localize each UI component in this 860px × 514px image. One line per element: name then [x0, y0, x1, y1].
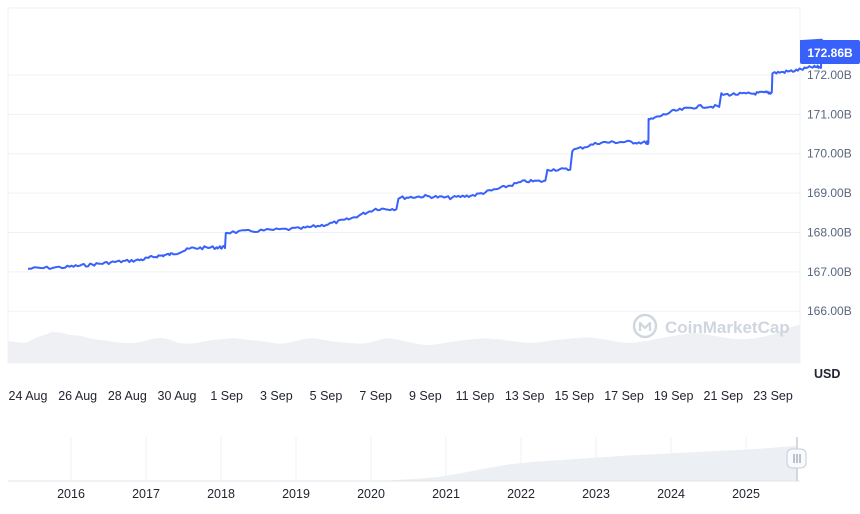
navigator-year-label: 2020	[357, 487, 385, 501]
x-tick-label: 13 Sep	[505, 389, 545, 403]
y-tick-label: 168.00B	[807, 225, 852, 239]
range-navigator[interactable]: 2016 2017 2018 2019 2020 2021 2022 2023 2024 2025	[8, 437, 807, 501]
y-tick-label: 169.00B	[807, 186, 852, 200]
x-tick-label: 28 Aug	[108, 389, 147, 403]
x-tick-label: 7 Sep	[359, 389, 392, 403]
navigator-year-label: 2016	[57, 487, 85, 501]
x-tick-label: 11 Sep	[456, 389, 495, 403]
y-axis-unit: USD	[814, 367, 840, 381]
y-tick-label: 171.00B	[807, 107, 852, 121]
x-tick-label: 30 Aug	[158, 389, 197, 403]
volume-area	[8, 324, 800, 363]
navigator-year-label: 2017	[132, 487, 160, 501]
navigator-year-label: 2023	[582, 487, 610, 501]
navigator-year-label: 2018	[207, 487, 235, 501]
y-axis-ticks: 166.00B 167.00B 168.00B 169.00B 170.00B 171.0…	[807, 68, 852, 318]
current-price-badge: 172.86B	[800, 40, 860, 64]
navigator-area	[8, 445, 797, 481]
navigator-year-label: 2019	[282, 487, 310, 501]
navigator-year-label: 2025	[732, 487, 760, 501]
x-tick-label: 3 Sep	[260, 389, 293, 403]
coinmarketcap-logo-icon	[632, 313, 658, 339]
x-tick-label: 24 Aug	[9, 389, 48, 403]
x-tick-label: 26 Aug	[58, 389, 97, 403]
current-price-label: 172.86B	[807, 46, 853, 60]
x-tick-label: 1 Sep	[210, 389, 243, 403]
x-axis-ticks: 24 Aug 26 Aug 28 Aug 30 Aug 1 Sep 3 Sep 5 Sep 7…	[9, 389, 793, 403]
gridlines	[7, 7, 801, 364]
y-tick-label: 167.00B	[807, 265, 852, 279]
navigator-year-ticks: 2016 2017 2018 2019 2020 2021 2022 2023 2024 2025	[57, 487, 760, 501]
navigator-year-label: 2021	[432, 487, 460, 501]
price-line	[28, 38, 823, 270]
watermark-text: CoinMarketCap	[665, 318, 790, 337]
y-tick-label: 172.00B	[807, 68, 852, 82]
navigator-handle[interactable]	[786, 448, 807, 469]
x-tick-label: 5 Sep	[310, 389, 343, 403]
x-tick-label: 21 Sep	[704, 389, 744, 403]
x-tick-label: 9 Sep	[409, 389, 442, 403]
y-tick-label: 170.00B	[807, 147, 852, 161]
x-tick-label: 15 Sep	[555, 389, 595, 403]
y-tick-label: 166.00B	[807, 304, 852, 318]
navigator-year-label: 2024	[657, 487, 685, 501]
x-tick-label: 19 Sep	[654, 389, 694, 403]
x-tick-label: 17 Sep	[604, 389, 644, 403]
x-tick-label: 23 Sep	[753, 389, 793, 403]
navigator-year-label: 2022	[507, 487, 535, 501]
watermark: CoinMarketCap	[632, 313, 790, 339]
